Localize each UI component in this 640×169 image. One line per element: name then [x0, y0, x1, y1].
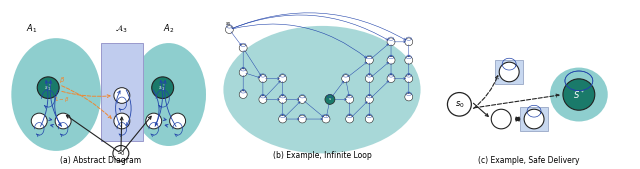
Circle shape: [499, 62, 519, 82]
Text: $A_1$: $A_1$: [26, 23, 37, 35]
Text: $A_2$: $A_2$: [163, 23, 174, 35]
Circle shape: [37, 77, 59, 99]
Circle shape: [31, 113, 47, 129]
Text: (a) Abstract Diagram: (a) Abstract Diagram: [60, 156, 141, 165]
Text: (b) Example, Infinite Loop: (b) Example, Infinite Loop: [273, 151, 371, 160]
Circle shape: [387, 56, 395, 64]
Circle shape: [563, 79, 595, 110]
Circle shape: [325, 94, 335, 104]
Circle shape: [365, 95, 373, 103]
Circle shape: [322, 115, 330, 123]
Text: $s_0$: $s_0$: [116, 149, 125, 158]
FancyBboxPatch shape: [520, 107, 548, 131]
Text: (c) Example, Safe Delivery: (c) Example, Safe Delivery: [478, 156, 580, 165]
Circle shape: [404, 56, 413, 64]
Circle shape: [278, 95, 287, 103]
Circle shape: [404, 38, 413, 46]
Circle shape: [365, 56, 373, 64]
Circle shape: [114, 88, 130, 103]
Circle shape: [278, 75, 287, 82]
Circle shape: [146, 113, 162, 129]
FancyBboxPatch shape: [495, 60, 523, 84]
Ellipse shape: [223, 26, 420, 153]
Circle shape: [298, 115, 307, 123]
Circle shape: [239, 91, 247, 99]
Text: $\beta$: $\beta$: [59, 75, 65, 85]
Circle shape: [365, 75, 373, 82]
Circle shape: [259, 95, 267, 103]
Text: $\mathcal{A}_3$: $\mathcal{A}_3$: [115, 23, 127, 35]
Circle shape: [113, 146, 129, 161]
Circle shape: [404, 75, 413, 82]
Circle shape: [404, 93, 413, 101]
Circle shape: [239, 44, 247, 52]
Circle shape: [346, 115, 354, 123]
Circle shape: [259, 75, 267, 82]
Text: $S^*$: $S^*$: [573, 88, 585, 101]
Circle shape: [387, 38, 395, 46]
Circle shape: [492, 109, 511, 129]
Circle shape: [152, 77, 173, 99]
Circle shape: [225, 26, 234, 33]
Text: $s_0$: $s_0$: [454, 99, 464, 110]
Circle shape: [346, 95, 354, 103]
Circle shape: [342, 75, 349, 82]
Circle shape: [55, 113, 71, 129]
Ellipse shape: [12, 38, 101, 151]
Circle shape: [239, 69, 247, 76]
Text: $1-\beta$: $1-\beta$: [54, 95, 70, 104]
Circle shape: [278, 115, 287, 123]
Circle shape: [524, 109, 544, 129]
Circle shape: [298, 95, 307, 103]
Circle shape: [365, 115, 373, 123]
Text: $s_0$: $s_0$: [225, 20, 232, 28]
Circle shape: [170, 113, 186, 129]
Ellipse shape: [550, 68, 608, 122]
Text: $s_1^*$: $s_1^*$: [44, 82, 52, 93]
Circle shape: [114, 113, 130, 129]
Text: $s$: $s$: [328, 96, 332, 102]
FancyBboxPatch shape: [101, 43, 143, 141]
Text: $s_2^*$: $s_2^*$: [159, 82, 167, 93]
Circle shape: [447, 93, 471, 116]
Circle shape: [387, 75, 395, 82]
Ellipse shape: [131, 43, 206, 146]
